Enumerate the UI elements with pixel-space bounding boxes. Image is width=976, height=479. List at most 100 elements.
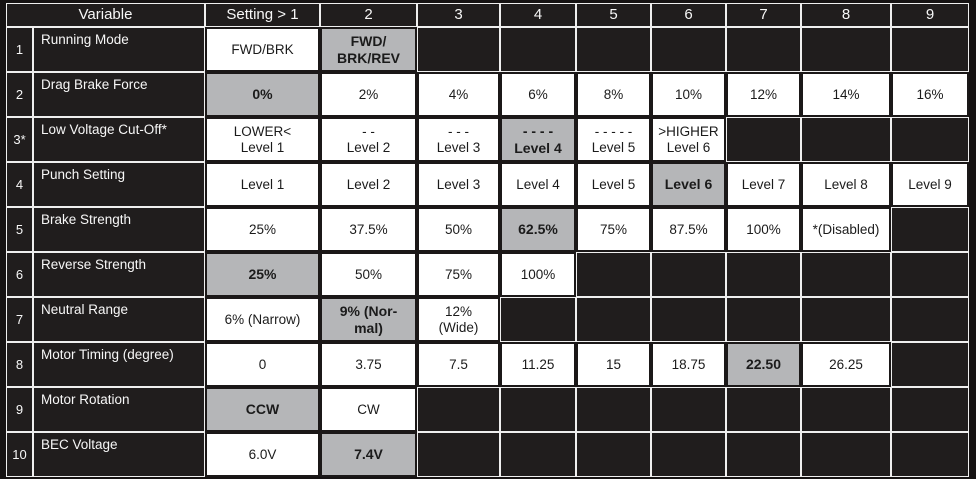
setting-cell-empty (801, 387, 891, 432)
setting-cell-selected: CCW (205, 387, 320, 432)
setting-cell: Level 4 (500, 162, 576, 207)
header-setting-col-6: 6 (651, 3, 726, 27)
setting-cell-empty (801, 27, 891, 72)
row-number: 10 (6, 432, 33, 477)
setting-cell: CW (320, 387, 417, 432)
setting-cell-selected: 62.5% (500, 207, 576, 252)
setting-cell: 11.25 (500, 342, 576, 387)
setting-cell-empty (891, 387, 969, 432)
setting-cell-selected: Level 6 (651, 162, 726, 207)
setting-cell-empty (500, 387, 576, 432)
variable-name: Running Mode (33, 27, 205, 72)
setting-cell: 16% (891, 72, 969, 117)
variable-name: Drag Brake Force (33, 72, 205, 117)
setting-cell-empty (726, 387, 801, 432)
setting-cell-empty (801, 297, 891, 342)
setting-cell-empty (651, 252, 726, 297)
setting-cell: Level 9 (891, 162, 969, 207)
setting-cell-empty (417, 27, 500, 72)
setting-cell: 3.75 (320, 342, 417, 387)
setting-cell: 87.5% (651, 207, 726, 252)
setting-cell: Level 7 (726, 162, 801, 207)
setting-cell: 6% (500, 72, 576, 117)
setting-cell: 100% (500, 252, 576, 297)
setting-cell: Level 8 (801, 162, 891, 207)
setting-cell-empty (651, 387, 726, 432)
setting-cell: - - - - - Level 5 (576, 117, 651, 162)
variable-name: Low Voltage Cut-Off* (33, 117, 205, 162)
setting-cell-empty (576, 387, 651, 432)
row-number: 7 (6, 297, 33, 342)
row-number: 5 (6, 207, 33, 252)
setting-cell-selected: FWD/ BRK/REV (320, 27, 417, 72)
setting-cell-empty (891, 252, 969, 297)
esc-settings-table: Variable Setting > 1 2 3 4 5 6 7 8 9 1 Running Mode… (6, 3, 969, 477)
setting-cell-empty (801, 252, 891, 297)
setting-cell-empty (891, 342, 969, 387)
header-setting-col-4: 4 (500, 3, 576, 27)
setting-cell-empty (891, 432, 969, 477)
variable-name: Motor Rotation (33, 387, 205, 432)
setting-cell: Level 3 (417, 162, 500, 207)
setting-cell-selected: - - - - Level 4 (500, 117, 576, 162)
setting-cell: 75% (576, 207, 651, 252)
setting-cell: *(Disabled) (801, 207, 891, 252)
row-number: 3* (6, 117, 33, 162)
setting-cell: - - Level 2 (320, 117, 417, 162)
setting-cell-empty (726, 27, 801, 72)
setting-cell-selected: 0% (205, 72, 320, 117)
setting-cell-empty (417, 432, 500, 477)
setting-cell: Level 5 (576, 162, 651, 207)
setting-cell: >HIGHER Level 6 (651, 117, 726, 162)
row-number: 6 (6, 252, 33, 297)
setting-cell-empty (801, 432, 891, 477)
setting-cell: 6% (Narrow) (205, 297, 320, 342)
setting-cell-empty (417, 387, 500, 432)
setting-cell: - - - Level 3 (417, 117, 500, 162)
variable-name: Motor Timing (degree) (33, 342, 205, 387)
variable-name: Neutral Range (33, 297, 205, 342)
setting-cell: 4% (417, 72, 500, 117)
setting-cell: LOWER< Level 1 (205, 117, 320, 162)
setting-cell: Level 1 (205, 162, 320, 207)
setting-cell: FWD/BRK (205, 27, 320, 72)
setting-cell-empty (726, 297, 801, 342)
row-number: 4 (6, 162, 33, 207)
setting-cell-selected: 9% (Nor- mal) (320, 297, 417, 342)
setting-cell-empty (726, 117, 801, 162)
setting-cell-empty (576, 27, 651, 72)
row-number: 9 (6, 387, 33, 432)
setting-cell-empty (801, 117, 891, 162)
row-number: 2 (6, 72, 33, 117)
variable-name: Reverse Strength (33, 252, 205, 297)
setting-cell: 15 (576, 342, 651, 387)
setting-cell-empty (891, 297, 969, 342)
setting-cell: 2% (320, 72, 417, 117)
setting-cell: 37.5% (320, 207, 417, 252)
variable-name: Punch Setting (33, 162, 205, 207)
setting-cell-empty (891, 117, 969, 162)
setting-cell-empty (576, 432, 651, 477)
header-setting-col-3: 3 (417, 3, 500, 27)
variable-name: Brake Strength (33, 207, 205, 252)
setting-cell: 100% (726, 207, 801, 252)
setting-cell: 6.0V (205, 432, 320, 477)
setting-cell-selected: 25% (205, 252, 320, 297)
setting-cell-selected: 7.4V (320, 432, 417, 477)
setting-cell: 18.75 (651, 342, 726, 387)
setting-cell: 10% (651, 72, 726, 117)
setting-cell: 25% (205, 207, 320, 252)
setting-cell-empty (500, 297, 576, 342)
header-setting-col-7: 7 (726, 3, 801, 27)
setting-cell-empty (726, 252, 801, 297)
setting-cell: Level 2 (320, 162, 417, 207)
setting-cell: 7.5 (417, 342, 500, 387)
setting-cell-empty (576, 252, 651, 297)
setting-cell: 75% (417, 252, 500, 297)
header-setting-col-2: 2 (320, 3, 417, 27)
setting-cell: 0 (205, 342, 320, 387)
setting-cell: 12% (Wide) (417, 297, 500, 342)
header-setting-col-9: 9 (891, 3, 969, 27)
setting-cell: 50% (320, 252, 417, 297)
